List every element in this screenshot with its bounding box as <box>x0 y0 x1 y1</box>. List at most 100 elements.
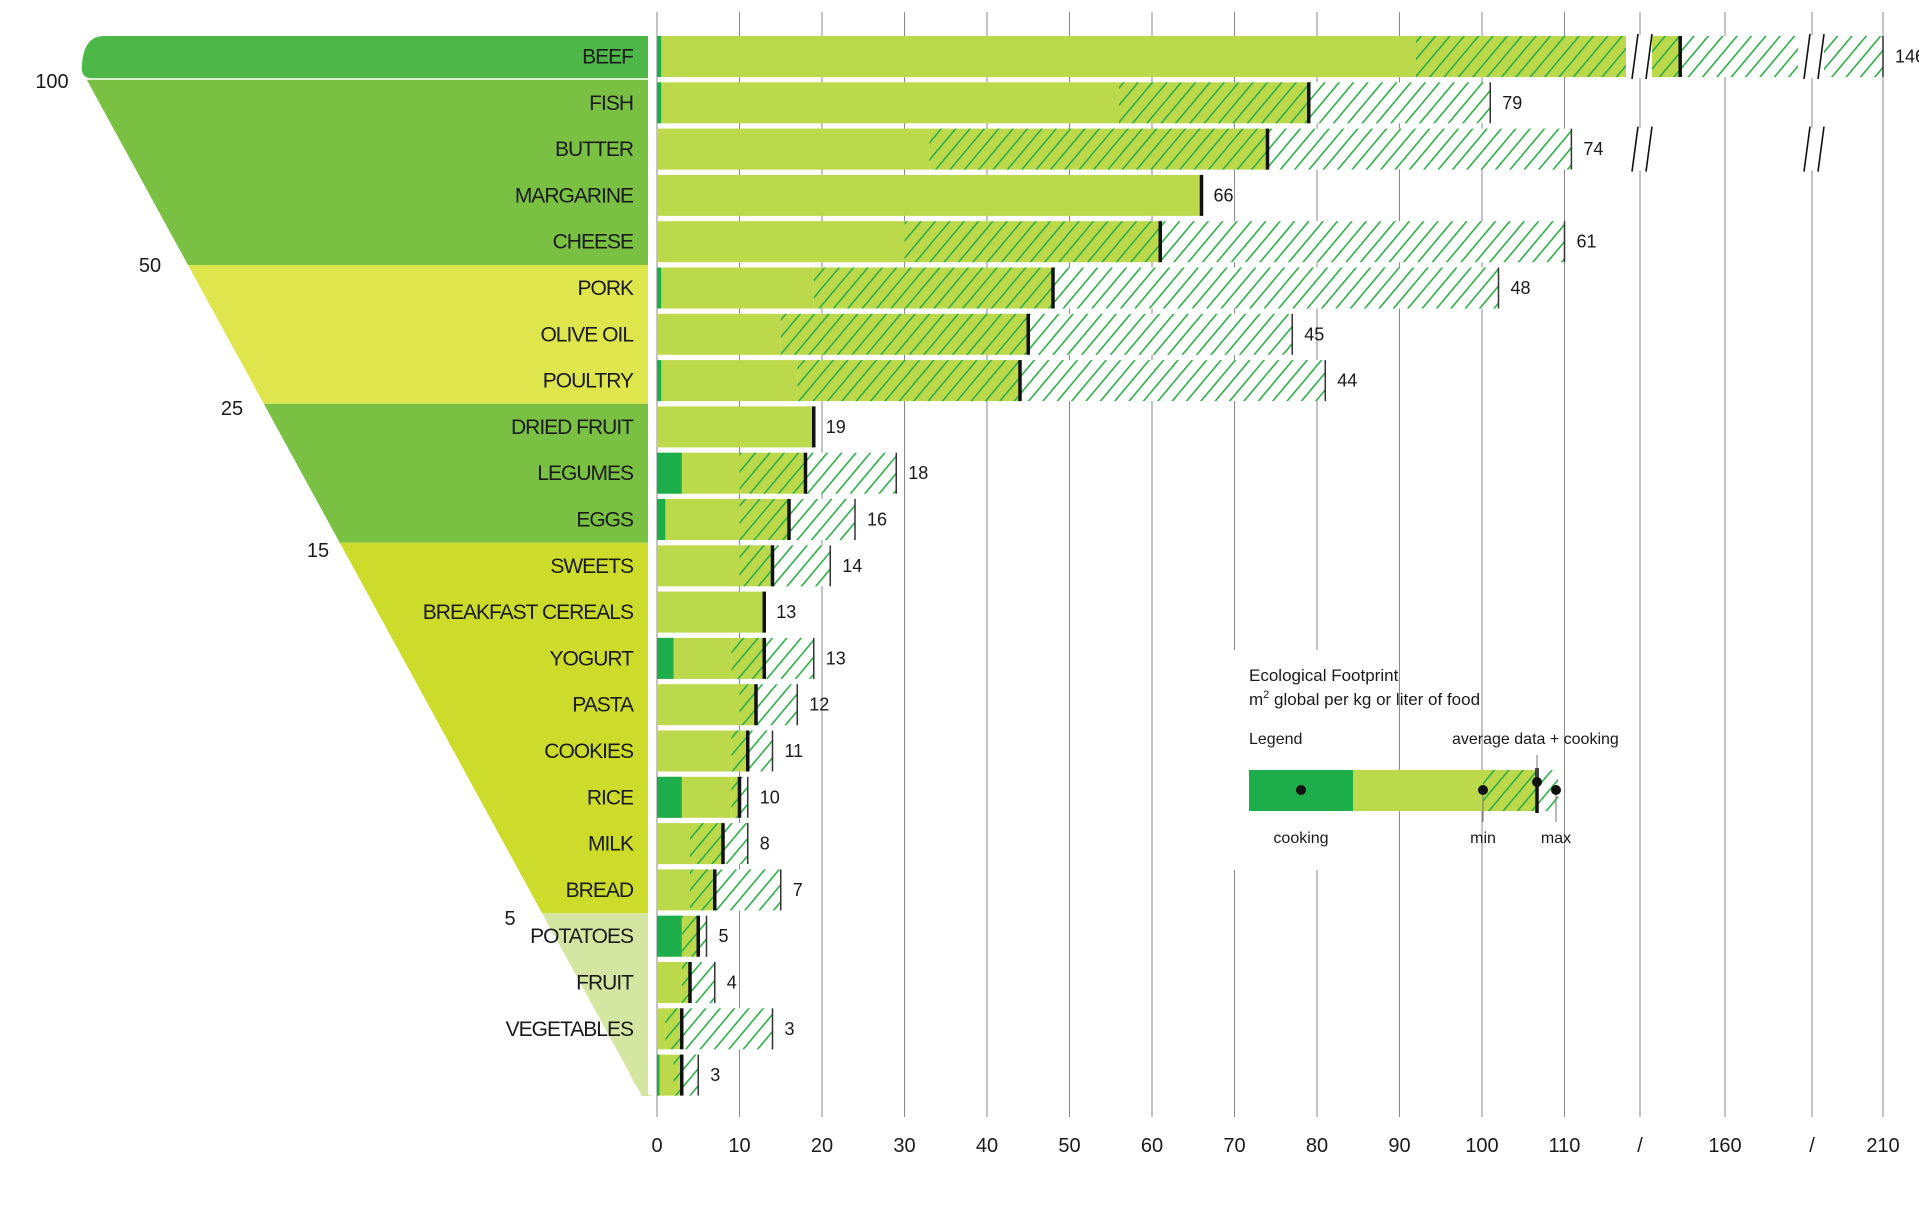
bar-row: CHEESE 61 <box>553 221 1597 263</box>
cooking-bar <box>657 36 662 77</box>
legend-average-dot <box>1532 777 1542 787</box>
category-label: BREAD <box>566 879 634 902</box>
range-avg-max <box>1020 360 1326 402</box>
value-label: 13 <box>826 648 846 668</box>
category-label: CHEESE <box>553 231 634 254</box>
range-min-avg <box>739 499 789 540</box>
pyramid-tier-label: 15 <box>307 540 329 562</box>
cooking-bar <box>657 499 666 540</box>
bar-row: POULTRY 44 <box>543 360 1357 402</box>
range-avg-max <box>1028 313 1293 355</box>
cooking-bar <box>657 360 662 402</box>
range-avg-max <box>681 1008 773 1050</box>
range-avg-max <box>739 776 748 818</box>
range-min-avg <box>739 684 756 726</box>
pyramid-tier <box>542 913 648 1096</box>
bar-row: MARGARINE 66 <box>515 174 1234 216</box>
base-bar <box>657 174 1202 216</box>
base-bar <box>657 221 905 263</box>
x-tick-label: 210 <box>1866 1135 1899 1157</box>
category-label: FISH <box>589 92 633 115</box>
axis-break-gap <box>1626 35 1652 78</box>
cooking-bar <box>657 915 682 957</box>
cooking-bar <box>657 452 682 494</box>
axis-break-slash <box>1817 126 1825 172</box>
legend-base-swatch <box>1353 770 1483 811</box>
range-min-avg <box>1119 82 1309 124</box>
axis-break-slash <box>1645 126 1653 172</box>
value-label: 11 <box>785 741 804 761</box>
category-label: DRIED FRUIT <box>511 416 634 439</box>
legend-cooking-dot <box>1296 785 1306 795</box>
base-bar <box>657 823 690 865</box>
x-tick-label: 0 <box>651 1135 662 1157</box>
x-tick-label: 40 <box>976 1135 998 1157</box>
bar-row: OLIVE OIL 45 <box>540 313 1324 355</box>
x-tick-label: 110 <box>1549 1135 1581 1157</box>
x-tick-label: 80 <box>1306 1135 1328 1157</box>
bar-row: FISH 79 <box>589 82 1522 124</box>
base-bar <box>657 128 930 170</box>
range-avg-max <box>681 1054 699 1096</box>
legend: Ecological Footprint m2 global per kg or… <box>1230 650 1619 870</box>
category-label: VEGETABLES <box>506 1018 634 1041</box>
value-label: 3 <box>710 1065 720 1085</box>
value-label: 18 <box>908 463 928 483</box>
range-min-avg <box>780 313 1029 355</box>
category-label: LEGUMES <box>537 462 634 485</box>
pyramid-tier-label: 5 <box>504 908 515 930</box>
value-label: 48 <box>1511 278 1531 298</box>
value-label: 45 <box>1304 324 1324 344</box>
value-label: 44 <box>1337 371 1357 391</box>
legend-min-label: min <box>1470 830 1496 847</box>
bar-row: BREAKFAST CEREALS 13 <box>423 591 796 633</box>
value-label: 74 <box>1583 139 1603 159</box>
range-min-avg <box>929 128 1268 170</box>
range-min-avg <box>731 637 765 679</box>
bar-row: VEGETABLES 3 <box>506 1008 795 1050</box>
base-bar <box>657 360 798 402</box>
range-min-avg <box>665 1008 682 1050</box>
bar-row: YOGURT 13 <box>550 637 846 679</box>
legend-title: Ecological Footprint <box>1249 666 1399 685</box>
value-label: 66 <box>1214 185 1234 205</box>
x-tick-label: 160 <box>1708 1135 1741 1157</box>
base-bar <box>657 591 765 633</box>
cooking-bar <box>657 776 682 818</box>
category-label: BREAKFAST CEREALS <box>423 601 634 624</box>
range-min-avg <box>673 1054 682 1096</box>
bar-row: POTATOES 5 <box>530 915 729 957</box>
pyramid-tier-label: 50 <box>139 255 161 277</box>
food-pyramid: 100 50 25 15 5 <box>35 36 656 1096</box>
category-label: RICE <box>587 786 634 809</box>
range-avg-max <box>764 637 814 679</box>
bar-row: MILK 8 <box>588 823 770 865</box>
x-tick-label: 90 <box>1388 1135 1410 1157</box>
value-label: 13 <box>776 602 796 622</box>
range-min-avg <box>797 360 1020 402</box>
category-label: SWEETS <box>550 555 634 578</box>
cooking-bar <box>657 267 662 309</box>
category-label: MILK <box>588 833 634 856</box>
range-min-avg <box>739 545 773 587</box>
x-tick-label: 70 <box>1223 1135 1245 1157</box>
bar-row: EGGS 16 <box>576 499 887 540</box>
pyramid-tier <box>263 403 648 543</box>
x-tick-label: 100 <box>1465 1135 1498 1157</box>
x-tick-label: / <box>1809 1135 1815 1157</box>
bar-row: RICE 10 <box>587 776 780 818</box>
range-avg-max <box>1267 128 1572 170</box>
value-label: 14 <box>842 556 862 576</box>
bar-row: PORK 48 <box>577 267 1531 309</box>
axis-break-gap <box>1798 35 1824 78</box>
value-label: 79 <box>1502 93 1522 113</box>
bar-row: LEGUMES 18 <box>537 452 928 494</box>
range-avg-max <box>1308 82 1491 124</box>
value-label: 4 <box>727 973 737 993</box>
x-tick-label: 30 <box>893 1135 915 1157</box>
value-label: 12 <box>809 695 829 715</box>
legend-label: Legend <box>1249 731 1302 748</box>
legend-subtitle: m2 global per kg or liter of food <box>1249 689 1480 709</box>
category-label: YOGURT <box>550 647 635 670</box>
